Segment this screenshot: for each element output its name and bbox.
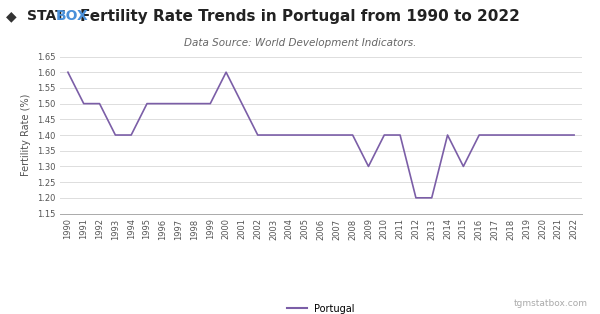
- Legend: Portugal: Portugal: [283, 300, 359, 314]
- Text: Data Source: World Development Indicators.: Data Source: World Development Indicator…: [184, 38, 416, 48]
- Text: ◆: ◆: [6, 9, 22, 24]
- Y-axis label: Fertility Rate (%): Fertility Rate (%): [21, 94, 31, 176]
- Text: STAT: STAT: [27, 9, 65, 24]
- Text: Fertility Rate Trends in Portugal from 1990 to 2022: Fertility Rate Trends in Portugal from 1…: [80, 9, 520, 24]
- Text: BOX: BOX: [56, 9, 89, 24]
- Text: tgmstatbox.com: tgmstatbox.com: [514, 299, 588, 308]
